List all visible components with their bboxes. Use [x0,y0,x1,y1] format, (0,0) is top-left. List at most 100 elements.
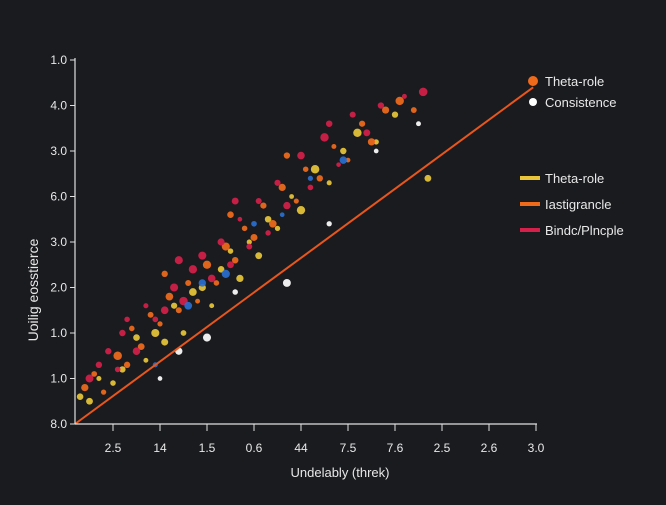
y-ticks: 8.0 1.0 1.0 2.0 3.0 6.0 3.0 4.0 1.0 [50,53,75,431]
data-point [246,239,252,245]
data-point [297,151,305,160]
data-point [279,212,285,218]
data-point [293,198,299,204]
data-point [326,221,332,227]
data-point [373,148,379,154]
data-point [110,380,116,386]
y-tick-label: 8.0 [50,417,67,431]
data-point [237,216,243,222]
data-point [265,230,271,236]
data-point [95,361,103,369]
data-point [198,251,207,260]
data-point [424,174,432,182]
data-point [231,256,239,264]
data-point [289,194,295,199]
x-tick-label: 7.6 [387,441,404,455]
data-point [132,347,141,355]
data-point [195,298,201,304]
data-point [119,329,126,337]
data-point [161,338,169,346]
data-point [202,260,212,269]
data-point [283,201,291,210]
legend-marker-icon [529,98,537,106]
data-point [358,120,366,127]
data-point [326,180,332,186]
data-point [114,366,121,373]
data-points [76,87,432,405]
data-point [410,107,417,113]
legend-label: Bindc/Plncple [545,223,624,238]
data-point [137,343,145,351]
data-point [217,266,225,273]
data-point [227,261,234,269]
x-axis-label: Undelably (threk) [291,465,390,480]
data-point [260,202,267,209]
legend-label: Theta-role [545,74,604,89]
data-point [151,328,160,338]
data-point [152,316,159,323]
data-point [202,333,212,342]
legend-swatch-icon [520,176,540,180]
data-point [331,143,337,149]
x-tick-label: 2.5 [105,441,122,455]
y-axis-label: Uoilig eosstierce [25,238,41,341]
y-tick-label: 1.0 [50,326,67,340]
data-point [302,166,309,172]
legend-right: Theta-role Iastigrancle Bindc/Plncple [520,171,624,238]
data-point [241,225,248,232]
data-point [227,211,234,218]
data-point [325,120,333,127]
data-point [91,371,98,377]
x-ticks: 2.5 14 1.5 0.6 44 7.5 7.6 2.5 2.6 3.0 [105,424,545,455]
data-point [198,279,206,287]
x-tick-label: 1.5 [199,441,216,455]
data-point [401,93,407,99]
data-point [143,357,149,363]
x-tick-label: 7.5 [340,441,357,455]
x-tick-label: 2.5 [434,441,451,455]
x-tick-label: 2.6 [481,441,498,455]
y-tick-label: 1.0 [50,372,67,386]
data-point [349,111,356,118]
data-point [307,175,314,181]
data-point [81,383,89,392]
data-point [100,389,107,395]
data-point [86,397,93,405]
data-point [161,270,168,278]
data-point [278,183,286,192]
y-tick-label: 3.0 [50,144,67,158]
data-point [184,301,193,310]
data-point [250,233,258,241]
data-point [180,330,187,336]
data-point [221,269,230,278]
data-point [119,366,126,373]
data-point [316,175,324,182]
data-point [123,361,131,369]
data-point [268,219,277,228]
data-point [231,197,239,205]
data-point [174,256,183,265]
data-point [377,102,385,109]
data-point [217,238,225,246]
data-point [170,283,179,292]
data-point [185,279,192,286]
data-point [367,138,376,146]
data-point [85,374,94,383]
data-point [310,164,320,174]
data-point [255,252,263,260]
data-point [340,147,347,155]
data-point [227,248,234,254]
data-point [221,242,230,251]
data-point [418,87,428,97]
legend-label: Theta-role [545,171,604,186]
legend-label: Consistence [545,95,617,110]
data-point [395,96,404,106]
data-point [336,162,341,167]
data-point [189,288,197,296]
y-tick-label: 4.0 [50,99,67,113]
data-point [274,179,281,186]
data-point [264,215,272,223]
data-point [207,274,216,283]
legend-label: Iastigrancle [545,197,611,212]
